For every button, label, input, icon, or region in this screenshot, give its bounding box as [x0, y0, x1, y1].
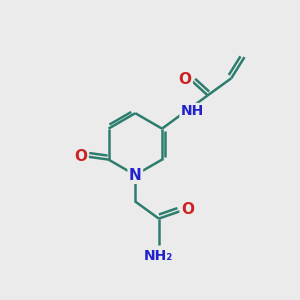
Text: NH₂: NH₂ — [144, 249, 173, 263]
Text: O: O — [74, 149, 87, 164]
Text: NH: NH — [181, 104, 204, 118]
Text: O: O — [181, 202, 194, 217]
Text: O: O — [178, 72, 191, 87]
Text: N: N — [129, 167, 142, 182]
